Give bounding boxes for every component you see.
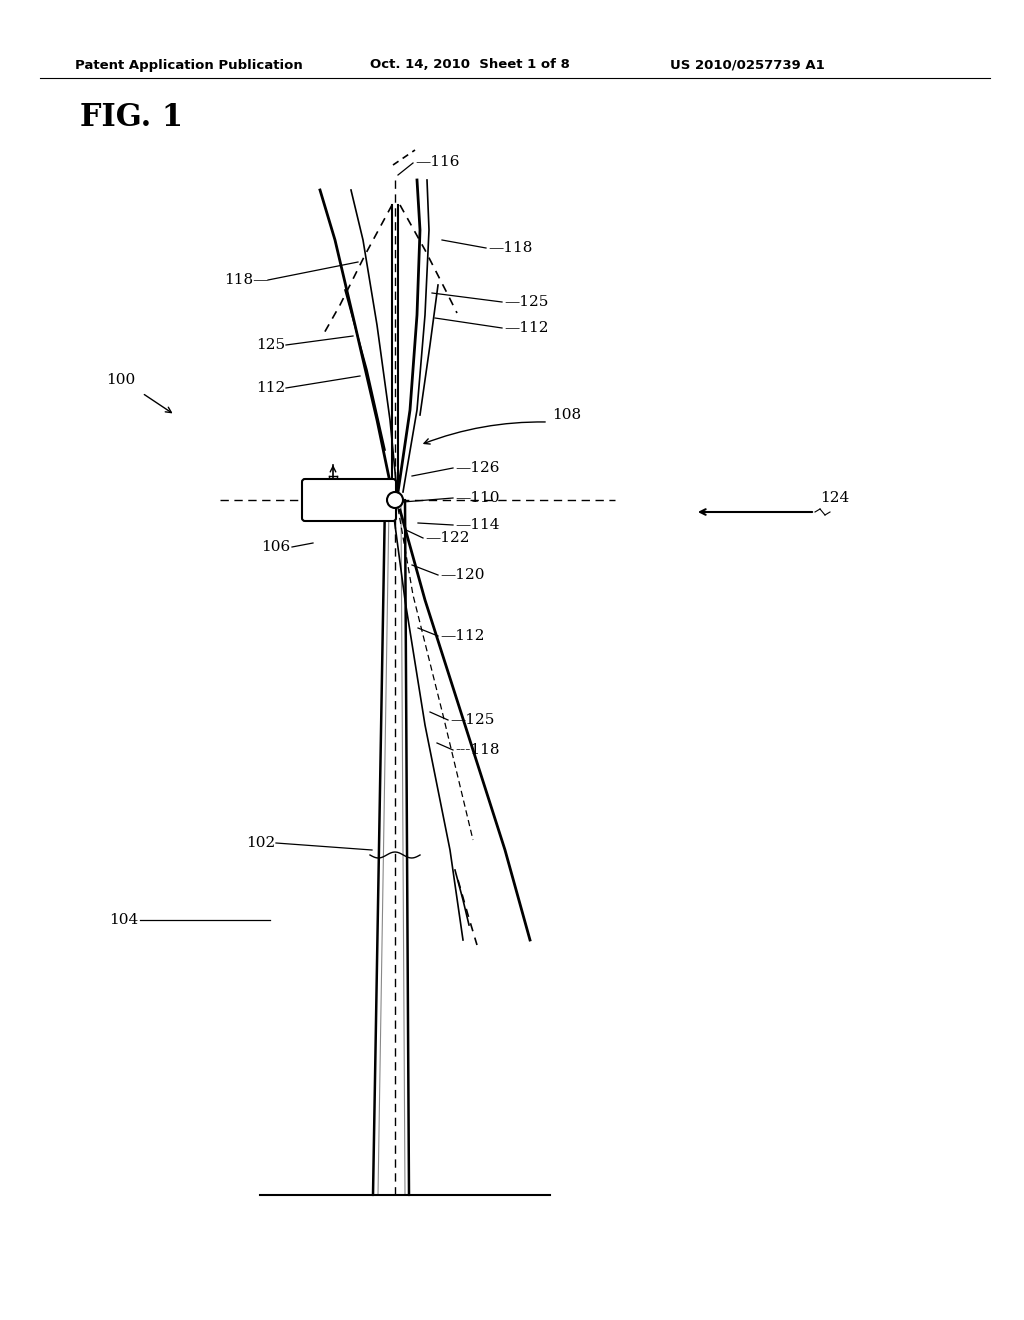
Text: FIG. 1: FIG. 1 xyxy=(80,103,183,133)
Text: 106: 106 xyxy=(261,540,290,554)
Text: 100: 100 xyxy=(106,374,135,387)
Text: —114: —114 xyxy=(455,517,500,532)
Text: —122: —122 xyxy=(425,531,469,545)
Text: —112: —112 xyxy=(504,321,549,335)
Text: —120: —120 xyxy=(440,568,484,582)
Text: —112: —112 xyxy=(440,630,484,643)
Text: 124: 124 xyxy=(820,491,849,506)
Text: —116: —116 xyxy=(415,154,460,169)
Text: 108: 108 xyxy=(552,408,582,422)
Text: 125: 125 xyxy=(256,338,285,352)
Text: —126: —126 xyxy=(455,461,500,475)
Text: 102: 102 xyxy=(246,836,275,850)
Text: ---118: ---118 xyxy=(455,743,500,756)
Text: Patent Application Publication: Patent Application Publication xyxy=(75,58,303,71)
Text: —110: —110 xyxy=(455,491,500,506)
Text: —125: —125 xyxy=(504,294,549,309)
Text: —118: —118 xyxy=(488,242,532,255)
Text: 118—: 118— xyxy=(223,273,268,286)
Text: Oct. 14, 2010  Sheet 1 of 8: Oct. 14, 2010 Sheet 1 of 8 xyxy=(370,58,570,71)
Text: 112: 112 xyxy=(256,381,285,395)
Text: US 2010/0257739 A1: US 2010/0257739 A1 xyxy=(670,58,824,71)
Text: 104: 104 xyxy=(109,913,138,927)
Ellipse shape xyxy=(387,492,403,508)
FancyBboxPatch shape xyxy=(302,479,396,521)
Text: —125: —125 xyxy=(450,713,495,727)
